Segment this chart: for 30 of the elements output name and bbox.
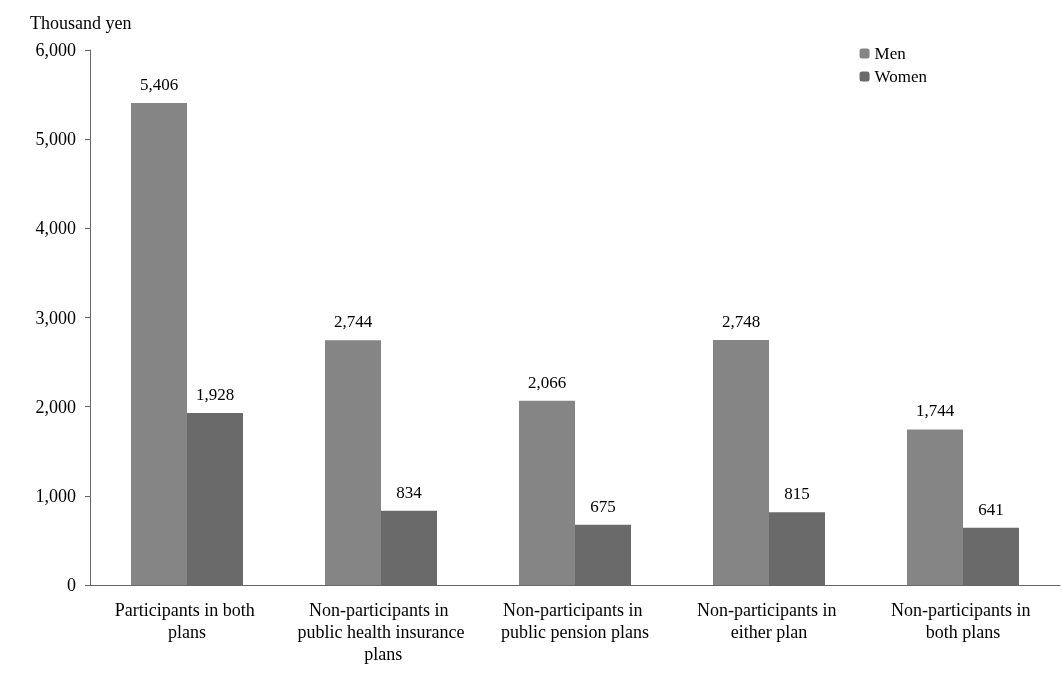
data-label: 815: [784, 484, 810, 504]
x-tick-label: Non-participants in either plan: [697, 600, 841, 642]
y-tick-label: 1,000: [35, 485, 76, 506]
bar: [713, 339, 769, 585]
data-label: 834: [396, 482, 423, 502]
x-tick-label: Non-participants in public pension plans: [501, 600, 649, 642]
bar: [131, 102, 187, 585]
data-label: 675: [590, 496, 616, 516]
data-label: 5,406: [139, 74, 179, 94]
bar: [907, 429, 963, 585]
data-label: 2,748: [721, 311, 761, 331]
legend-label: Women: [874, 67, 928, 86]
x-tick-label: Non-participants in public health insurance plans: [297, 600, 465, 664]
x-tick-label: Participants in both plans: [114, 600, 260, 642]
legend-label: Men: [874, 44, 907, 63]
y-axis-title: Thousand yen: [30, 13, 132, 33]
y-tick-label: 5,000: [35, 129, 76, 150]
y-tick-label: 2,000: [35, 396, 76, 417]
x-tick-label: Non-participants in both plans: [891, 600, 1035, 642]
data-label: 1,744: [915, 401, 955, 421]
data-label: 1,928: [195, 385, 235, 405]
bar: [519, 400, 575, 585]
y-tick-label: 6,000: [35, 40, 76, 60]
y-tick-label: 4,000: [35, 218, 76, 239]
bar: [325, 340, 381, 585]
data-label: 2,066: [527, 372, 567, 392]
data-label: 2,744: [333, 312, 373, 332]
data-label: 641: [978, 499, 1004, 519]
y-tick-label: 0: [67, 575, 76, 595]
y-tick-label: 3,000: [35, 307, 76, 328]
